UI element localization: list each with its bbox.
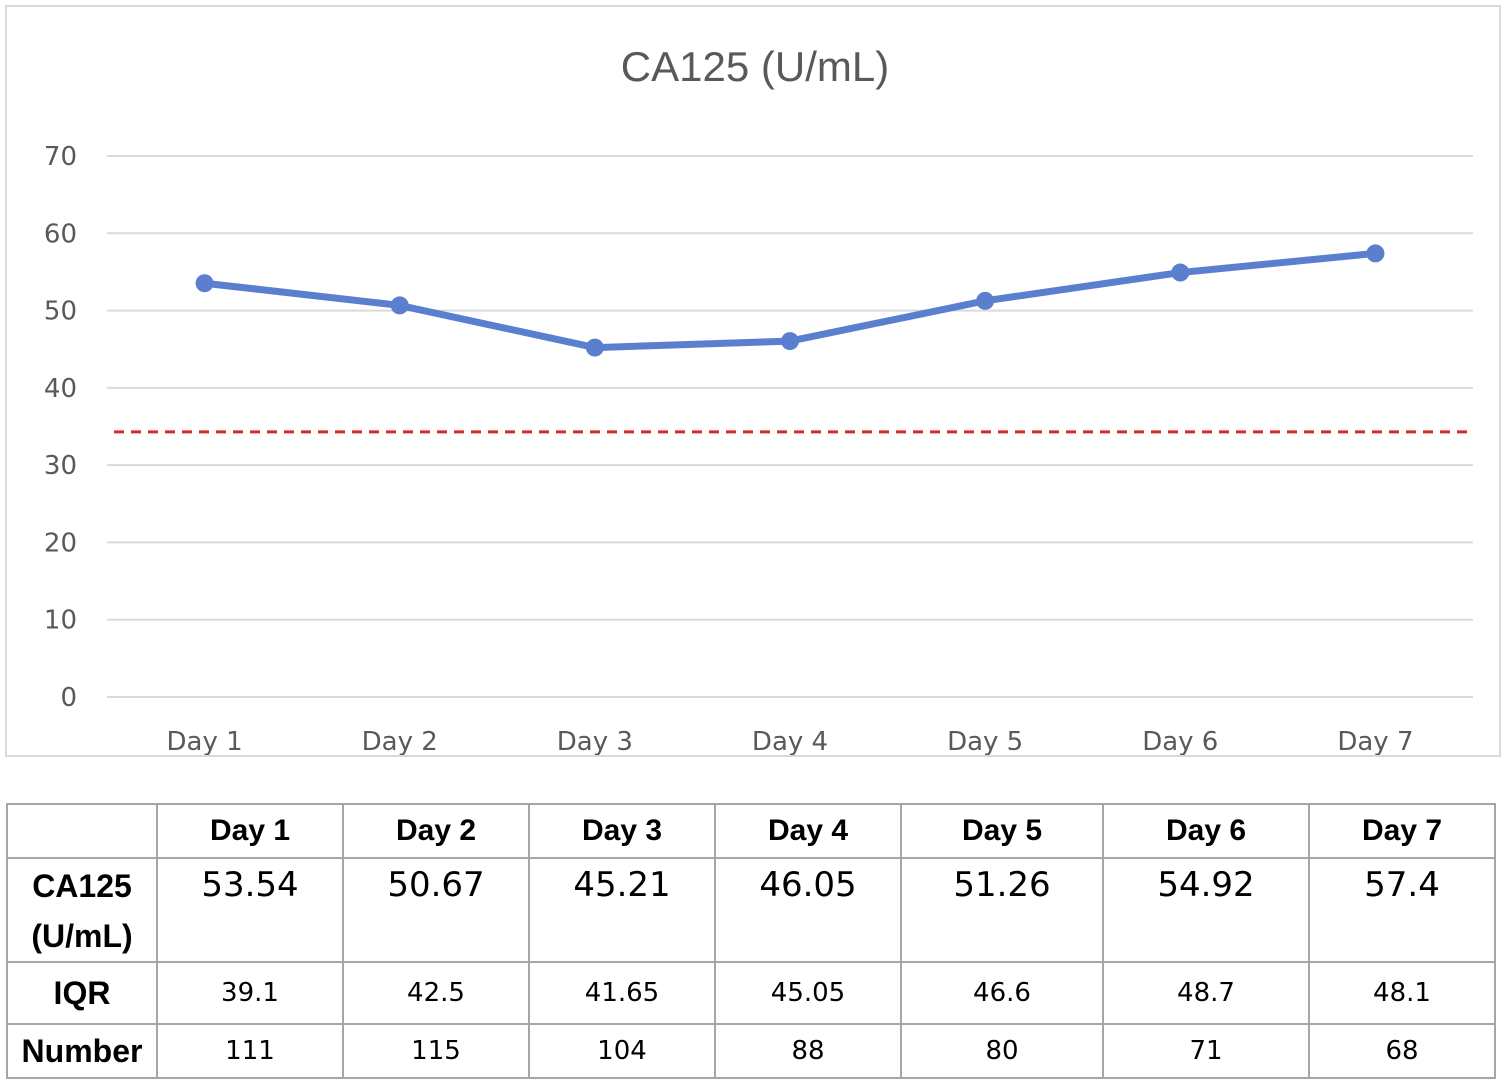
x-tick-label: Day 6: [1142, 727, 1218, 755]
data-point: [1366, 244, 1385, 263]
table-cell: 115: [342, 1023, 530, 1079]
header-cell: Day 3: [528, 803, 716, 859]
x-tick-label: Day 2: [362, 727, 438, 755]
data-point: [585, 338, 604, 357]
x-tick-label: Day 4: [752, 727, 828, 755]
row-label-number: Number: [6, 1023, 158, 1079]
x-axis-ticks: Day 1 Day 2 Day 3 Day 4 Day 5 Day 6 Day 7: [166, 727, 1413, 755]
table-cell: 42.5: [342, 961, 530, 1025]
data-point: [195, 274, 214, 293]
table-cell: 46.05: [714, 857, 902, 963]
table-header-row: Day 1 Day 2 Day 3 Day 4 Day 5 Day 6 Day …: [6, 803, 1496, 859]
y-tick-label: 20: [44, 528, 77, 558]
y-tick-label: 10: [44, 606, 77, 636]
row-label-ca125: CA125 (U/mL): [6, 857, 158, 963]
x-tick-label: Day 3: [557, 727, 633, 755]
table-cell: 88: [714, 1023, 902, 1079]
header-cell: Day 5: [900, 803, 1104, 859]
table-cell: 111: [156, 1023, 344, 1079]
table-row-ca125: CA125 (U/mL) 53.54 50.67 45.21 46.05 51.…: [6, 857, 1496, 963]
row-label-iqr: IQR: [6, 961, 158, 1025]
table-cell: 53.54: [156, 857, 344, 963]
table-cell: 48.1: [1308, 961, 1496, 1025]
y-tick-label: 40: [44, 374, 77, 404]
table-cell: 68: [1308, 1023, 1496, 1079]
table-cell: 104: [528, 1023, 716, 1079]
y-tick-label: 60: [44, 219, 77, 249]
y-tick-label: 0: [60, 683, 77, 713]
chart-title: CA125 (U/mL): [621, 43, 889, 90]
row-label-line2: (U/mL): [31, 918, 133, 954]
table-row-number: Number 111 115 104 88 80 71 68: [6, 1023, 1496, 1079]
header-cell: Day 7: [1308, 803, 1496, 859]
header-cell: Day 4: [714, 803, 902, 859]
table-cell: 45.21: [528, 857, 716, 963]
x-tick-label: Day 5: [947, 727, 1023, 755]
table-cell: 51.26: [900, 857, 1104, 963]
table-row-iqr: IQR 39.1 42.5 41.65 45.05 46.6 48.7 48.1: [6, 961, 1496, 1025]
header-cell: Day 2: [342, 803, 530, 859]
table-cell: 50.67: [342, 857, 530, 963]
series-group: [195, 244, 1385, 357]
table-cell: 57.4: [1308, 857, 1496, 963]
row-label-line1: CA125: [32, 868, 132, 904]
table-cell: 41.65: [528, 961, 716, 1025]
gridlines: [107, 155, 1473, 698]
data-table: Day 1 Day 2 Day 3 Day 4 Day 5 Day 6 Day …: [6, 803, 1496, 1079]
y-axis-ticks: 0 10 20 30 40 50 60 70: [44, 142, 77, 713]
y-tick-label: 70: [44, 142, 77, 172]
header-cell: Day 1: [156, 803, 344, 859]
table-cell: 46.6: [900, 961, 1104, 1025]
table-cell: 48.7: [1102, 961, 1310, 1025]
y-tick-label: 30: [44, 451, 77, 481]
table-cell: 39.1: [156, 961, 344, 1025]
data-point: [781, 332, 799, 351]
y-tick-label: 50: [44, 297, 77, 327]
x-tick-label: Day 1: [166, 727, 242, 755]
header-cell-corner: [6, 803, 158, 859]
table-cell: 45.05: [714, 961, 902, 1025]
header-cell: Day 6: [1102, 803, 1310, 859]
x-tick-label: Day 7: [1337, 727, 1413, 755]
table-cell: 71: [1102, 1023, 1310, 1079]
table-cell: 80: [900, 1023, 1104, 1079]
data-point: [1171, 263, 1190, 282]
data-point: [976, 291, 995, 310]
data-point: [390, 296, 409, 315]
table-cell: 54.92: [1102, 857, 1310, 963]
